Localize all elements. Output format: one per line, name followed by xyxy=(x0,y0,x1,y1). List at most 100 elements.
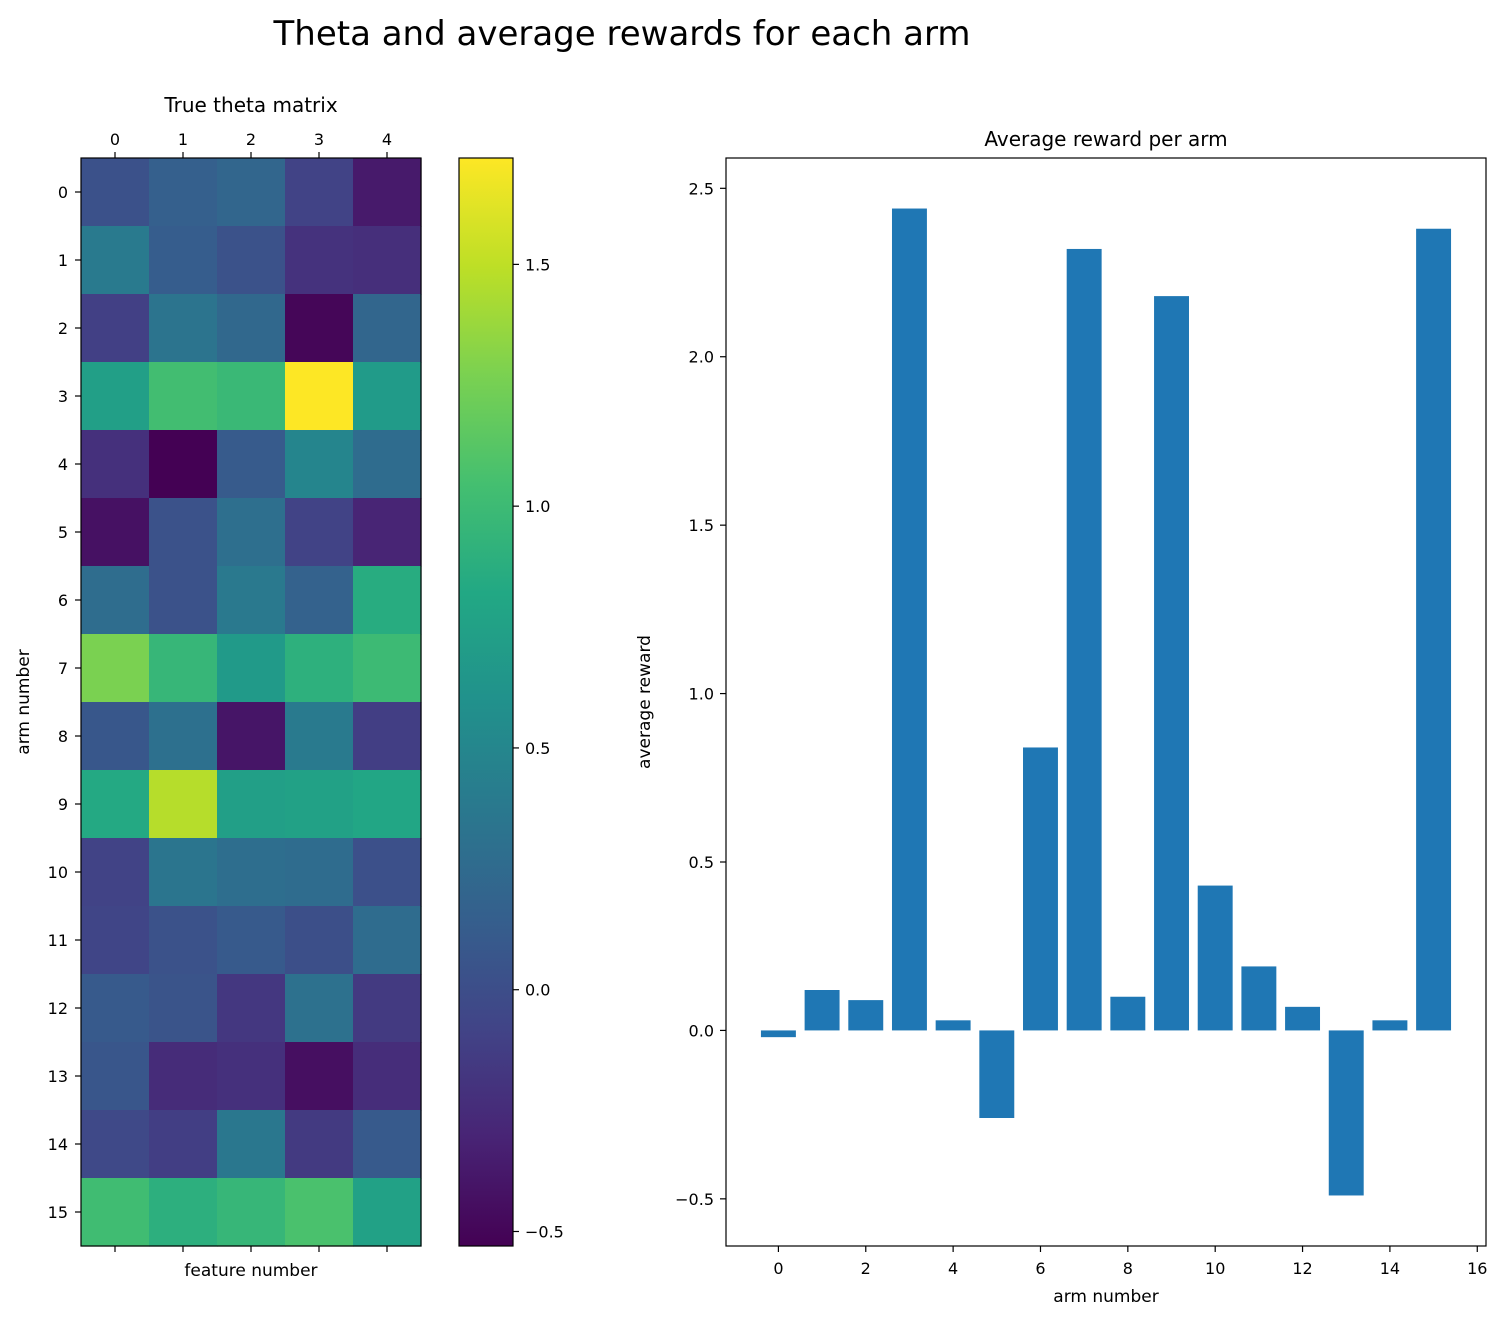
heatmap-cell-r15-c4 xyxy=(353,1178,422,1247)
heatmap-cell-r2-c3 xyxy=(285,294,354,363)
bar-arm-7 xyxy=(1066,248,1102,1031)
heatmap-y-tick-label: 1 xyxy=(58,251,68,270)
heatmap-y-tick-label: 3 xyxy=(58,387,68,406)
heatmap-title: True theta matrix xyxy=(163,93,337,117)
heatmap-y-tick-label: 8 xyxy=(58,727,68,746)
heatmap-cell-r8-c0 xyxy=(81,702,150,771)
heatmap-cell-r8-c2 xyxy=(217,702,286,771)
heatmap-cell-r15-c0 xyxy=(81,1178,150,1247)
heatmap-cell-r13-c3 xyxy=(285,1042,354,1111)
bar-arm-0 xyxy=(760,1030,796,1038)
heatmap-cell-r12-c4 xyxy=(353,974,422,1043)
bar-arm-3 xyxy=(891,208,927,1031)
bar-x-tick-label: 0 xyxy=(773,1259,783,1278)
heatmap-cell-r14-c2 xyxy=(217,1110,286,1179)
bar-arm-11 xyxy=(1241,966,1277,1031)
heatmap-y-tick-label: 14 xyxy=(48,1135,68,1154)
heatmap-cell-r6-c3 xyxy=(285,566,354,635)
heatmap-cell-r9-c1 xyxy=(149,770,218,839)
heatmap-cell-r11-c2 xyxy=(217,906,286,975)
bar-x-tick-label: 10 xyxy=(1205,1259,1225,1278)
heatmap-cell-r1-c4 xyxy=(353,226,422,295)
heatmap-cell-r7-c2 xyxy=(217,634,286,703)
colorbar-tick-label: −0.5 xyxy=(525,1222,564,1241)
bar-arm-2 xyxy=(848,1000,884,1031)
heatmap-cell-r14-c3 xyxy=(285,1110,354,1179)
bar-y-tick-label: 0.5 xyxy=(689,853,714,872)
heatmap-cell-r0-c4 xyxy=(353,158,422,227)
heatmap-y-tick-label: 10 xyxy=(48,863,68,882)
heatmap-cell-r15-c1 xyxy=(149,1178,218,1247)
heatmap-cell-r4-c0 xyxy=(81,430,150,499)
heatmap-cell-r7-c1 xyxy=(149,634,218,703)
bar-arm-4 xyxy=(935,1020,971,1031)
colorbar-tick-label: 1.5 xyxy=(525,255,550,274)
bar-arm-14 xyxy=(1372,1020,1408,1031)
heatmap-cell-r9-c2 xyxy=(217,770,286,839)
bar-arm-5 xyxy=(979,1030,1015,1118)
heatmap-cell-r2-c1 xyxy=(149,294,218,363)
colorbar-ticks: 1.5 1.0 0.5 0.0 −0.5 xyxy=(513,255,564,1241)
heatmap-cell-r10-c0 xyxy=(81,838,150,907)
bar-arm-12 xyxy=(1285,1006,1321,1031)
bar-y-tick-label: 2.5 xyxy=(689,179,714,198)
colorbar-tick-label: 1.0 xyxy=(525,497,550,516)
heatmap-cell-r13-c1 xyxy=(149,1042,218,1111)
bar-x-tick-label: 8 xyxy=(1123,1259,1133,1278)
heatmap-cell-r0-c0 xyxy=(81,158,150,227)
bar-panel: Average reward per arm 0 2 4 6 8 10 12 14 16 2.5… xyxy=(635,127,1487,1307)
bar-arm-6 xyxy=(1023,747,1058,1031)
bar-y-axis-label: average reward xyxy=(635,635,655,769)
heatmap-y-tick-label: 15 xyxy=(48,1203,68,1222)
heatmap-cell-r0-c1 xyxy=(149,158,218,227)
bar-arm-9 xyxy=(1154,296,1189,1031)
heatmap-y-axis-label: arm number xyxy=(14,649,34,754)
heatmap-cell-r9-c3 xyxy=(285,770,354,839)
heatmap-x-tick-marks-bottom xyxy=(114,1246,388,1252)
heatmap-cell-r4-c3 xyxy=(285,430,354,499)
heatmap-cell-r2-c4 xyxy=(353,294,422,363)
bar-y-tick-label: 2.0 xyxy=(689,348,714,367)
heatmap-x-tick-label: 2 xyxy=(246,130,256,149)
heatmap-y-tick-label: 6 xyxy=(58,591,68,610)
heatmap-y-tick-label: 5 xyxy=(58,523,68,542)
heatmap-cell-r0-c2 xyxy=(217,158,286,227)
heatmap-cell-r9-c4 xyxy=(353,770,422,839)
heatmap-cell-r5-c1 xyxy=(149,498,218,567)
bar-arm-13 xyxy=(1328,1030,1364,1196)
heatmap-x-tick-label: 1 xyxy=(178,130,188,149)
heatmap-cell-r8-c1 xyxy=(149,702,218,771)
bar-chart-frame xyxy=(725,157,1487,1247)
figure-title: Theta and average rewards for each arm xyxy=(273,14,971,54)
heatmap-cell-r12-c2 xyxy=(217,974,286,1043)
heatmap-cell-r3-c3 xyxy=(285,362,354,431)
heatmap-cell-r5-c2 xyxy=(217,498,286,567)
bar-x-tick-label: 12 xyxy=(1292,1259,1312,1278)
heatmap-cell-r5-c0 xyxy=(81,498,150,567)
heatmap-y-tick-label: 7 xyxy=(58,659,68,678)
heatmap-y-tick-label: 4 xyxy=(58,455,68,474)
heatmap-cell-r1-c0 xyxy=(81,226,150,295)
colorbar-frame xyxy=(458,157,514,1247)
heatmap-x-axis-label: feature number xyxy=(184,1261,317,1281)
heatmap-cell-r14-c4 xyxy=(353,1110,422,1179)
heatmap-cell-r6-c0 xyxy=(81,566,150,635)
heatmap-cell-r3-c2 xyxy=(217,362,286,431)
bar-x-axis-label: arm number xyxy=(1053,1287,1158,1307)
heatmap-cell-r10-c2 xyxy=(217,838,286,907)
heatmap-cell-r7-c0 xyxy=(81,634,150,703)
bar-arm-8 xyxy=(1110,996,1146,1031)
heatmap-y-tick-label: 13 xyxy=(48,1067,68,1086)
heatmap-cell-r11-c0 xyxy=(81,906,150,975)
bar-y-tick-label: 1.0 xyxy=(689,685,714,704)
heatmap-cell-r12-c3 xyxy=(285,974,354,1043)
heatmap-x-tick-label: 0 xyxy=(110,130,120,149)
bar-x-tick-label: 14 xyxy=(1380,1259,1400,1278)
colorbar-gradient xyxy=(459,158,513,1246)
heatmap-cell-r15-c3 xyxy=(285,1178,354,1247)
heatmap-cell-r12-c1 xyxy=(149,974,218,1043)
bar-arm-1 xyxy=(804,990,840,1031)
heatmap-y-tick-label: 12 xyxy=(48,999,68,1018)
heatmap-cell-r7-c3 xyxy=(285,634,354,703)
